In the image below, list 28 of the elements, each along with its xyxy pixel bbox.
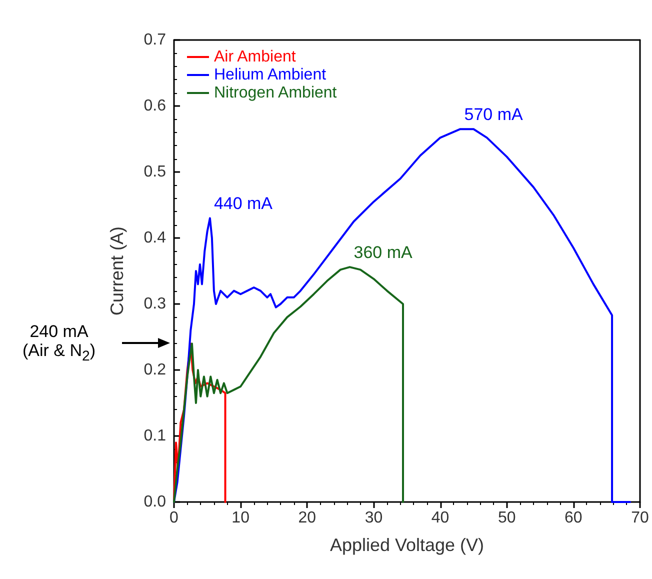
x-tick-label: 40 [431,510,450,526]
y-tick-label: 0.7 [144,32,166,48]
x-tick-label: 60 [564,510,582,526]
y-tick-label: 0.0 [144,494,166,510]
legend-label: Helium Ambient [214,66,327,84]
annotation: 440 mA [214,194,273,214]
x-tick-label: 10 [232,510,250,526]
y-tick-label: 0.1 [144,428,166,444]
y-tick-label: 0.4 [144,230,166,246]
x-tick-label: 50 [498,510,516,526]
annotation: 570 mA [464,105,523,125]
text: 240 mA (Air & N$_{2}$) [22,322,96,365]
line-series [173,128,632,503]
y-tick-label: 0.2 [144,362,166,378]
x-tick-label: 20 [298,510,316,526]
legend-label: Air Ambient [214,48,296,66]
legend-label: Nitrogen Ambient [214,84,338,102]
y-axis-title: Current (A) [107,226,127,316]
line-series [173,342,226,503]
y-tick-label: 0.5 [144,164,166,180]
x-tick-label: 30 [364,510,383,526]
annotation: 360 mA [354,243,412,263]
y-tick-label: 0.6 [144,98,166,114]
y-tick-label: 0.3 [144,296,166,312]
line-series [173,266,404,503]
x-axis-title: Applied Voltage (V) [330,535,484,555]
x-tick-label: 70 [631,510,649,526]
x-tick-label: 0 [170,510,179,526]
